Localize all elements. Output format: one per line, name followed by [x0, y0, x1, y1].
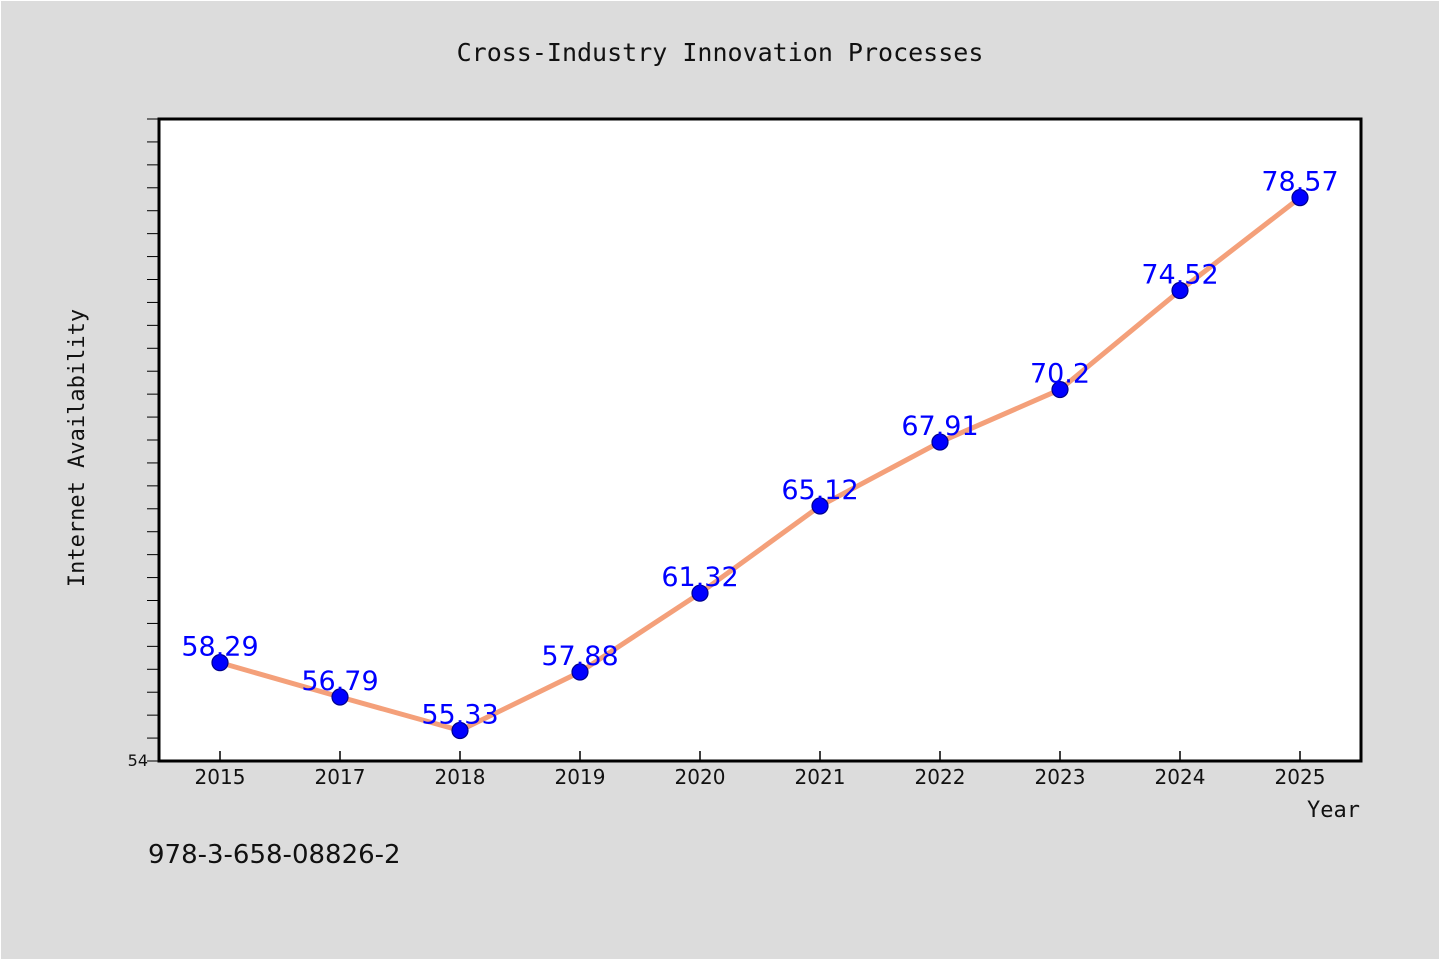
- data-label: 74.52: [1141, 260, 1218, 291]
- x-tick-label: 2015: [195, 765, 246, 789]
- data-point: [691, 584, 709, 602]
- data-label: 70.2: [1030, 359, 1090, 390]
- x-tick-label: 2022: [915, 765, 966, 789]
- x-tick-label: 2018: [435, 765, 486, 789]
- data-label: 55.33: [421, 700, 498, 731]
- x-tick-label: 2021: [795, 765, 846, 789]
- data-point: [1171, 281, 1189, 300]
- data-label: 57.88: [541, 641, 618, 672]
- series-line: [217, 195, 1303, 734]
- y-tick-label-54: 54: [128, 751, 148, 770]
- x-tick-label: 2020: [675, 765, 726, 789]
- series-layer: 58.29 56.79 55.33 57.88 61.32 65.12 67.91 70.2 7…: [181, 167, 1339, 740]
- data-point: [811, 497, 829, 515]
- x-tick-label: 2019: [555, 765, 606, 789]
- x-axis-ticks: 2015 2017 2018 2019 2020 2021 2022 2023 2024 2025: [195, 751, 1326, 789]
- x-tick-label: 2017: [315, 765, 366, 789]
- data-point: [1051, 380, 1069, 399]
- data-label: 58.29: [181, 632, 258, 663]
- y-axis-label: Internet Availability: [65, 309, 90, 587]
- x-tick-label: 2025: [1275, 765, 1326, 789]
- x-axis-label: Year: [1307, 798, 1360, 823]
- footer-text: 978-3-658-08826-2: [148, 840, 401, 870]
- data-label: 67.91: [901, 411, 978, 442]
- data-point: [451, 721, 469, 740]
- data-label: 61.32: [661, 562, 738, 593]
- data-point: [331, 688, 349, 706]
- x-tick-label: 2023: [1035, 765, 1086, 789]
- data-label: 56.79: [301, 666, 378, 697]
- y-axis-ticks: [147, 118, 159, 762]
- data-point: [931, 433, 949, 451]
- data-point: [211, 654, 229, 672]
- chart-title: Cross-Industry Innovation Processes: [457, 38, 984, 67]
- data-point: [571, 663, 589, 681]
- data-label: 78.57: [1261, 167, 1338, 198]
- data-label: 65.12: [781, 475, 858, 506]
- plot-area: [157, 117, 1363, 763]
- x-tick-label: 2024: [1155, 765, 1206, 789]
- data-point: [1291, 189, 1309, 207]
